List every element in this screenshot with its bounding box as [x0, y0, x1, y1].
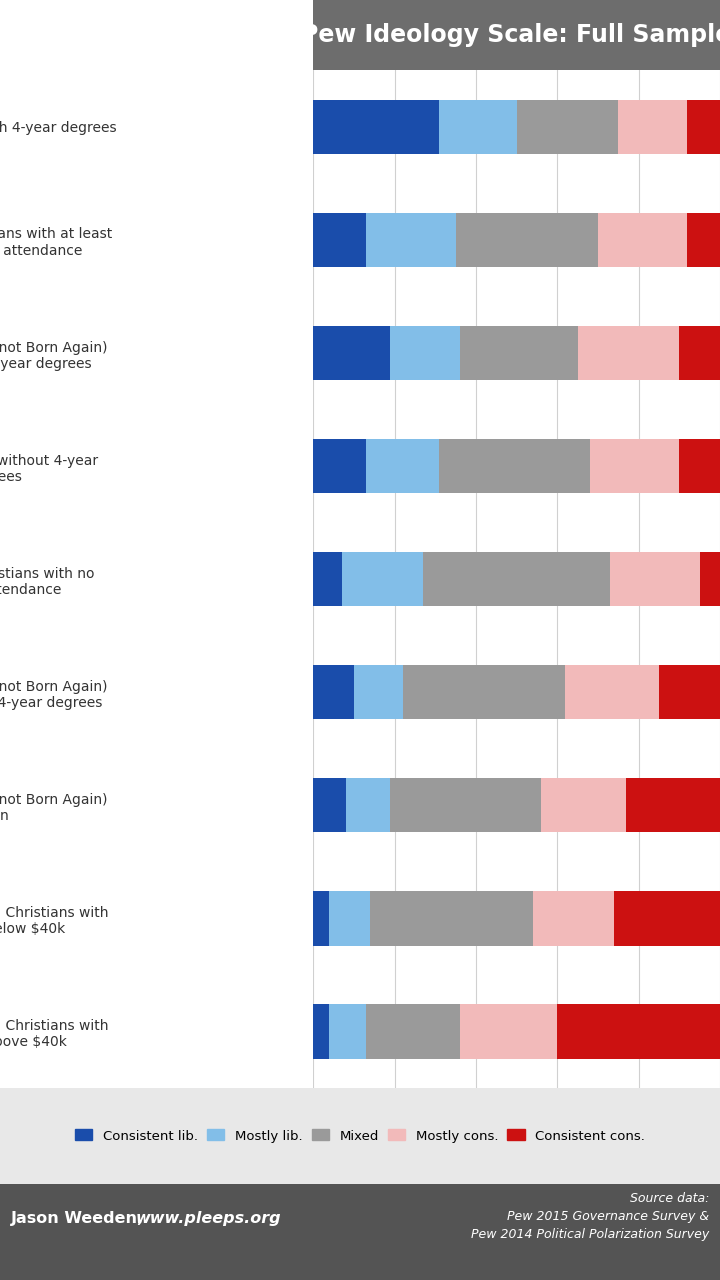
Bar: [659, 666, 720, 719]
Text: www.pleeps.org: www.pleeps.org: [135, 1211, 281, 1226]
Bar: [688, 212, 720, 268]
Bar: [459, 326, 577, 380]
Bar: [313, 439, 366, 493]
Bar: [459, 1005, 557, 1059]
Bar: [614, 891, 720, 946]
Bar: [313, 326, 390, 380]
Bar: [370, 891, 533, 946]
Legend: Consistent lib., Mostly lib., Mixed, Mostly cons., Consistent cons.: Consistent lib., Mostly lib., Mixed, Mos…: [71, 1125, 649, 1147]
Bar: [354, 666, 402, 719]
Bar: [577, 326, 679, 380]
Bar: [557, 1005, 720, 1059]
Bar: [313, 552, 342, 607]
Bar: [313, 1005, 330, 1059]
Bar: [688, 100, 720, 154]
Bar: [541, 778, 626, 832]
Bar: [610, 552, 700, 607]
Bar: [313, 212, 366, 268]
Bar: [456, 212, 598, 268]
Bar: [330, 1005, 366, 1059]
Bar: [313, 778, 346, 832]
Bar: [590, 439, 679, 493]
Bar: [366, 212, 456, 268]
Bar: [618, 100, 688, 154]
Bar: [517, 100, 618, 154]
Bar: [313, 100, 439, 154]
Bar: [313, 891, 330, 946]
Bar: [346, 778, 390, 832]
Text: Source data:
Pew 2015 Governance Survey &
Pew 2014 Political Polarization Survey: Source data: Pew 2015 Governance Survey …: [471, 1192, 709, 1240]
Bar: [366, 439, 439, 493]
Bar: [679, 326, 720, 380]
Bar: [330, 891, 370, 946]
Text: Jason Weeden,: Jason Weeden,: [11, 1211, 150, 1226]
Bar: [439, 100, 517, 154]
Bar: [679, 439, 720, 493]
Bar: [402, 666, 565, 719]
Bar: [423, 552, 610, 607]
Text: Pew Ideology Scale: Full Sample: Pew Ideology Scale: Full Sample: [302, 23, 720, 47]
Bar: [366, 1005, 459, 1059]
Bar: [533, 891, 614, 946]
Bar: [390, 778, 541, 832]
Bar: [439, 439, 590, 493]
Bar: [700, 552, 720, 607]
Bar: [313, 666, 354, 719]
Bar: [565, 666, 659, 719]
Bar: [626, 778, 720, 832]
Bar: [390, 326, 459, 380]
Bar: [342, 552, 423, 607]
Bar: [598, 212, 688, 268]
